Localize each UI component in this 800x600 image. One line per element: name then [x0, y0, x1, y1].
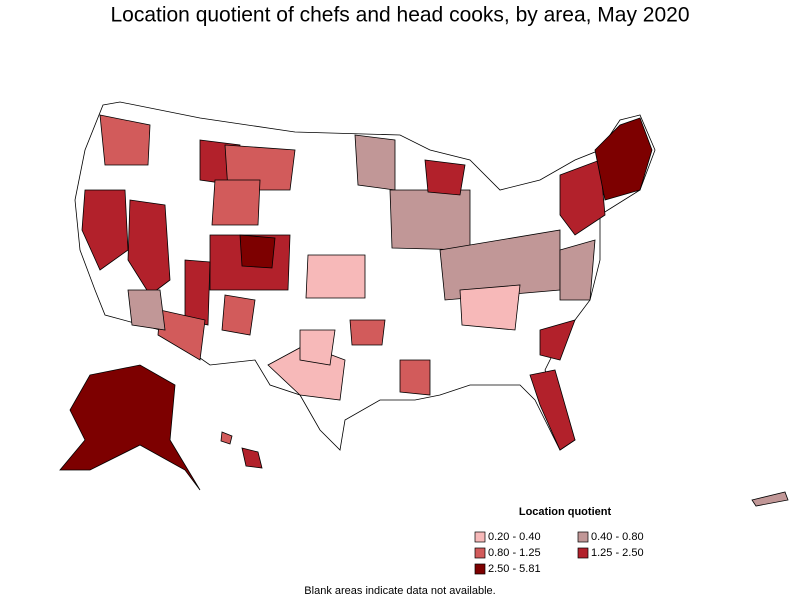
legend-swatch	[474, 531, 486, 543]
region	[559, 239, 596, 301]
region	[399, 359, 431, 396]
region	[594, 117, 653, 201]
region	[751, 491, 789, 507]
region	[559, 159, 606, 236]
region	[241, 447, 263, 469]
map-title: Location quotient of chefs and head cook…	[110, 4, 689, 27]
map	[59, 101, 789, 507]
region	[424, 159, 466, 196]
legend-swatch	[577, 531, 589, 543]
legend-swatch	[577, 547, 589, 559]
region	[81, 189, 129, 271]
legend: Location quotient 0.20 - 0.40 0.40 - 0.80…	[474, 506, 644, 575]
region	[99, 114, 151, 166]
legend-label: 1.25 - 2.50	[591, 547, 644, 559]
region	[459, 284, 521, 331]
region	[354, 134, 396, 191]
legend-label: 0.40 - 0.80	[591, 531, 644, 543]
region	[305, 254, 366, 299]
footnote: Blank areas indicate data not available.	[304, 585, 495, 597]
region	[299, 329, 336, 366]
region	[529, 369, 576, 451]
legend-label: 2.50 - 5.81	[488, 563, 541, 575]
region	[389, 189, 471, 251]
legend-title: Location quotient	[519, 506, 612, 518]
region	[211, 179, 261, 226]
region	[349, 319, 386, 346]
legend-swatch	[474, 547, 486, 559]
region	[224, 144, 296, 191]
region	[221, 294, 256, 336]
region	[220, 431, 233, 445]
legend-swatch	[474, 563, 486, 575]
legend-label: 0.80 - 1.25	[488, 547, 541, 559]
region	[539, 319, 576, 361]
region	[127, 289, 166, 331]
legend-label: 0.20 - 0.40	[488, 531, 541, 543]
region	[239, 234, 276, 269]
region	[59, 364, 201, 491]
region	[184, 259, 211, 326]
